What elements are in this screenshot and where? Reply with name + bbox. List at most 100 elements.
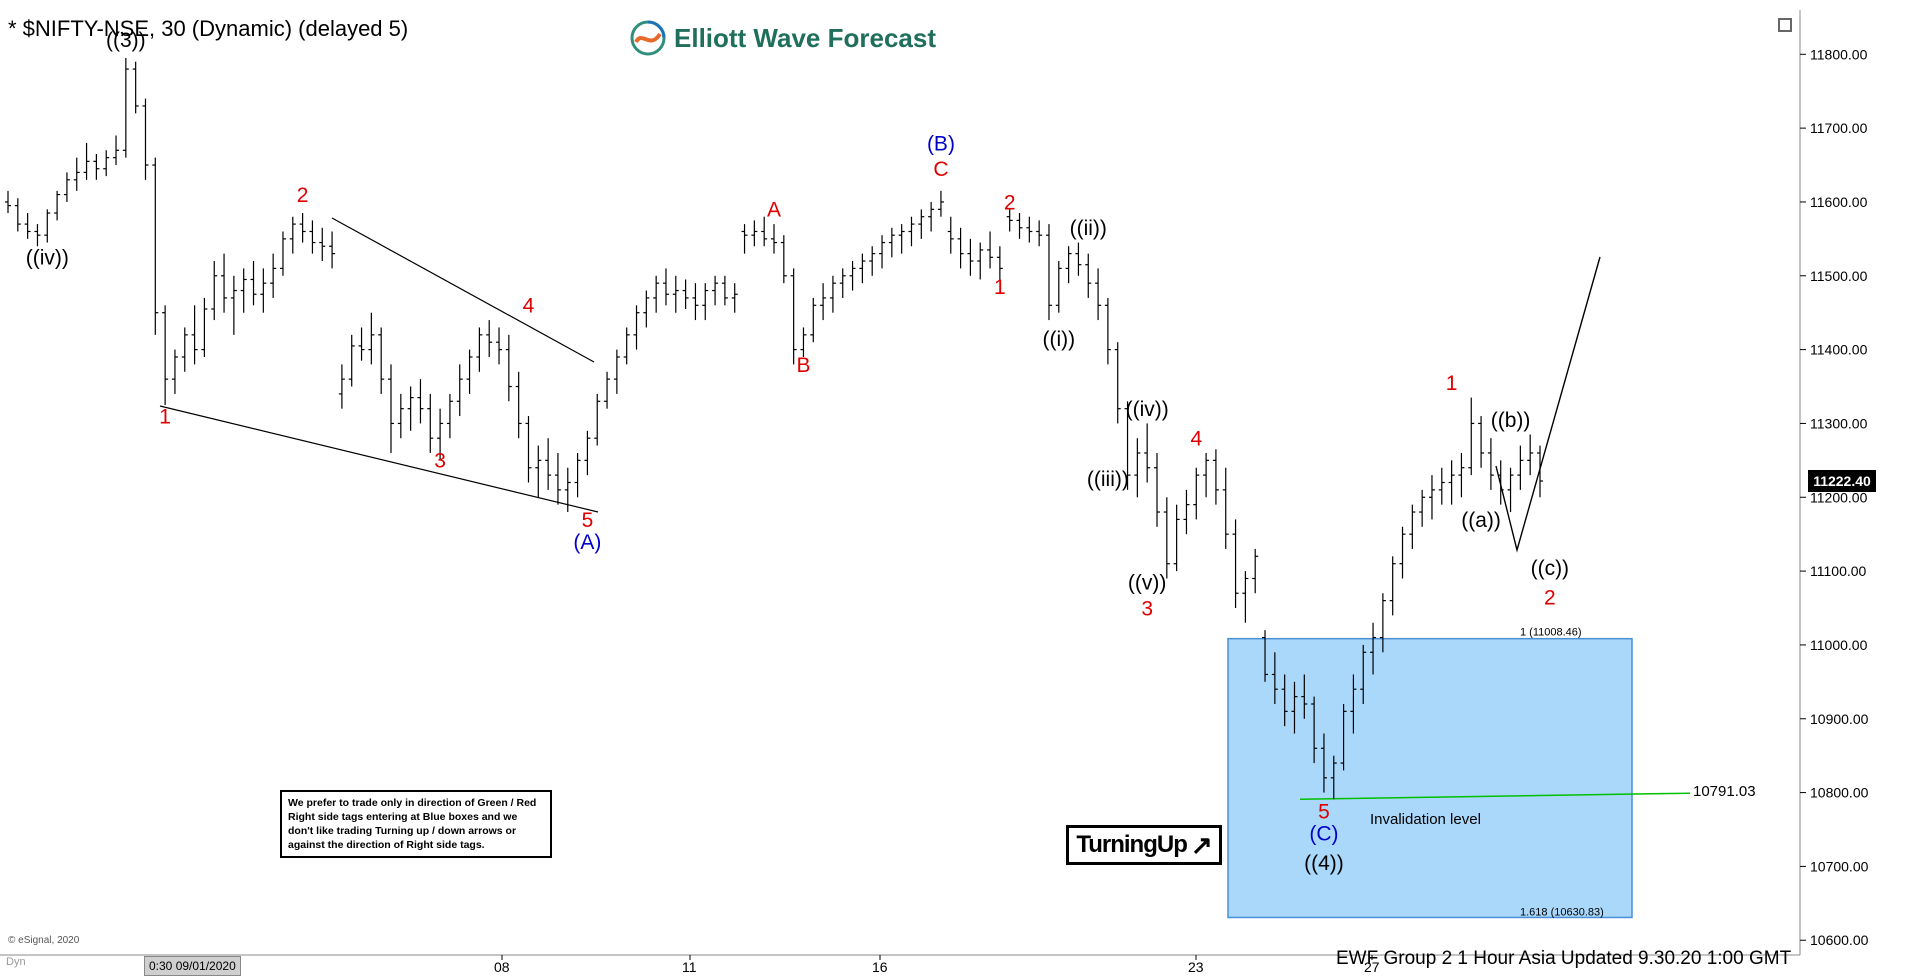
ohlc-bar (721, 275, 728, 306)
ohlc-bar (977, 242, 984, 280)
ohlc-bar (181, 327, 188, 372)
price-tick-label: 11400.00 (1810, 342, 1868, 358)
ohlc-bar (466, 349, 473, 394)
ohlc-bar (329, 231, 336, 269)
window-toggle-icon[interactable] (1778, 18, 1792, 32)
ohlc-bar (388, 364, 394, 453)
wave-label: A (767, 199, 781, 222)
ohlc-bar (731, 283, 738, 313)
ohlc-bar (338, 364, 345, 409)
ohlc-bar (122, 57, 129, 158)
ohlc-bar (1428, 475, 1435, 520)
wave-label: (B) (927, 132, 955, 155)
ohlc-bar (1438, 467, 1445, 505)
wave-label: ((c)) (1531, 557, 1569, 580)
ohlc-bar (908, 216, 915, 247)
ohlc-bar (44, 209, 51, 243)
ohlc-bar (1144, 423, 1151, 483)
wave-label: 3 (1141, 597, 1153, 620)
ohlc-bar (348, 334, 355, 387)
wave-label: ((iv)) (1126, 398, 1169, 421)
invalidation: 10791.03 Invalidation level (1299, 783, 1756, 828)
ohlc-bar (1330, 755, 1337, 800)
wave-label: ((i)) (1042, 328, 1075, 351)
ohlc-bar (869, 246, 876, 276)
copyright: © eSignal, 2020 (8, 935, 80, 946)
ohlc-bar (1389, 556, 1396, 616)
ohlc-bar (1134, 438, 1141, 498)
blue-box-top-label: 1 (11008.46) (1520, 627, 1582, 639)
wave-label: ((ii)) (1070, 217, 1107, 240)
ohlc-bar (240, 268, 247, 313)
turning-up-badge: TurningUp ↗ (1066, 825, 1222, 865)
ohlc-bar (741, 224, 748, 254)
wave-label: 2 (297, 184, 309, 207)
ohlc-bar (1487, 438, 1494, 490)
ohlc-bar (407, 386, 414, 431)
ohlc-bar (613, 349, 620, 394)
ohlc-bar (446, 393, 453, 439)
ohlc-bar (1016, 213, 1023, 239)
last-price-tag: 11222.40 (1808, 470, 1876, 492)
price-tick-label: 10600.00 (1810, 932, 1869, 948)
brand-logo: Elliott Wave Forecast (630, 18, 936, 58)
ohlc-bar (1527, 434, 1534, 476)
dyn-label: Dyn (6, 956, 26, 968)
date-flag: 0:30 09/01/2020 (144, 956, 241, 976)
ohlc-bar (437, 408, 444, 461)
ohlc-bar (1065, 246, 1072, 284)
price-tick-label: 11000.00 (1810, 637, 1868, 653)
ohlc-bar (221, 253, 228, 313)
wave-label: 1 (1446, 372, 1458, 395)
chart-title: * $NIFTY-NSE, 30 (Dynamic) (delayed 5) (8, 16, 409, 41)
ohlc-bar (800, 327, 807, 357)
ohlc-bar (1262, 630, 1269, 682)
wave-label: 1 (994, 276, 1006, 299)
ohlc-bar (24, 213, 31, 239)
trading-note: We prefer to trade only in direction of … (280, 790, 552, 858)
wave-label: (C) (1309, 823, 1338, 846)
price-tick-label: 10700.00 (1810, 858, 1869, 874)
ohlc-bar (1183, 489, 1190, 535)
wave-label: 1 (159, 405, 171, 428)
ohlc-bar (34, 224, 41, 247)
up-right-arrow-icon: ↗ (1190, 829, 1213, 860)
wave-label: 2 (1544, 586, 1556, 609)
ohlc-bar (839, 268, 846, 298)
footer-update: EWF Group 2 1 Hour Asia Updated 9.30.20 … (1336, 948, 1792, 969)
time-ticks: 08 11 16 23 27 (494, 955, 1380, 975)
ohlc-bar (1114, 342, 1121, 424)
ohlc-bar (1006, 209, 1013, 232)
trendline-lower (159, 405, 599, 513)
ohlc-bar (1507, 467, 1514, 513)
ohlc-bar (368, 312, 375, 365)
ohlc-bar (761, 216, 768, 247)
ohlc-bar (859, 253, 866, 284)
ohlc-bar (211, 261, 218, 321)
wave-label: (A) (573, 531, 601, 554)
ohlc-bar (662, 268, 669, 306)
ohlc-bar (5, 190, 11, 214)
ohlc-bar (623, 327, 630, 365)
ohlc-bar (1409, 504, 1416, 549)
ohlc-bar (1370, 622, 1377, 675)
ohlc-bar (535, 445, 542, 498)
ohlc-bar (260, 268, 267, 313)
wave-label: 4 (523, 295, 535, 318)
ohlc-bar (564, 467, 571, 513)
blue-box-bottom-label: 1.618 (10630.83) (1520, 906, 1604, 918)
time-tick-label: 11 (682, 959, 697, 975)
invalidation-text: Invalidation level (1370, 811, 1481, 828)
wave-labels: ((3))((iv))12345(A)AB(B)C21((ii))((i))((… (26, 29, 1569, 875)
ohlc-bar (1311, 696, 1318, 764)
wave-label: 4 (1190, 428, 1202, 451)
ohlc-bar (113, 135, 120, 166)
ohlc-bar (957, 227, 964, 269)
ohlc-bar (947, 216, 954, 254)
ohlc-bar (1360, 644, 1367, 704)
ohlc-bar (879, 235, 886, 269)
ohlc-bar (319, 227, 326, 262)
ohlc-bar (417, 379, 424, 424)
ohlc-bar (1045, 224, 1052, 321)
ohlc-bar (1075, 242, 1082, 276)
